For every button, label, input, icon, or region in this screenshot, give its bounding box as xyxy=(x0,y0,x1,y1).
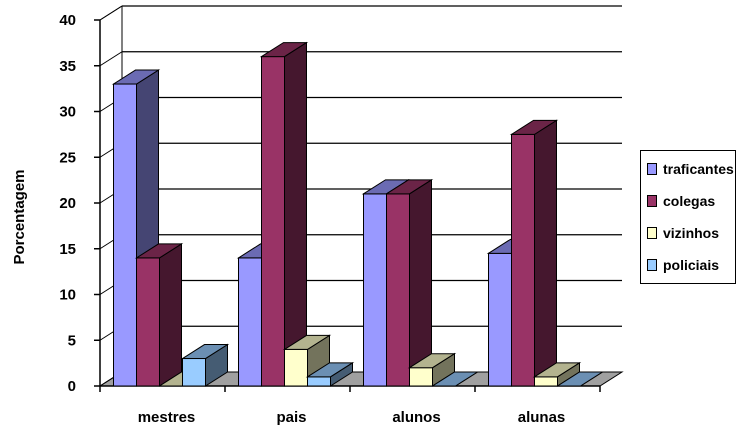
bar-top-policiais xyxy=(430,371,480,387)
legend-label: policiais xyxy=(663,257,720,273)
bar-top-colegas xyxy=(259,42,309,58)
category-label: pais xyxy=(276,409,306,426)
bar-front-colegas xyxy=(136,257,160,387)
y-tick-label: 20 xyxy=(59,195,76,212)
bar-top-policiais xyxy=(180,344,230,360)
legend-item: traficantes xyxy=(647,159,734,179)
legend-swatch xyxy=(647,259,657,271)
y-tick-label: 35 xyxy=(59,58,76,75)
bars-layer xyxy=(111,41,605,387)
bar-top-colegas xyxy=(134,243,184,259)
bar-side-colegas xyxy=(284,41,307,387)
bar-front-colegas xyxy=(261,56,285,387)
category-label: mestres xyxy=(138,409,196,426)
y-tick-label: 5 xyxy=(68,332,76,349)
bar-top-policiais xyxy=(555,371,605,387)
bar-side-colegas xyxy=(534,119,557,387)
bar-front-colegas xyxy=(511,133,535,387)
category-label: alunos xyxy=(392,409,440,426)
bar-front-vizinhos xyxy=(409,367,433,387)
category-label: alunas xyxy=(518,409,566,426)
legend-item: policiais xyxy=(647,255,719,275)
bar-front-traficantes xyxy=(363,193,387,387)
bar-front-vizinhos xyxy=(534,376,558,387)
labels-layer: 0 5 10 15 20 25 30 35 40 mestres pais alunos alunas xyxy=(59,12,565,426)
bar-front-vizinhos xyxy=(284,348,308,387)
bar-top-vizinhos xyxy=(282,334,332,350)
bar-side-colegas xyxy=(159,242,182,387)
legend-label: vizinhos xyxy=(663,225,720,241)
y-tick-depth xyxy=(99,51,123,67)
y-tick-label: 10 xyxy=(59,287,76,304)
bar-top-vizinhos xyxy=(407,353,457,369)
y-tick-label: 0 xyxy=(68,378,76,395)
y-tick-label: 25 xyxy=(59,149,76,166)
legend-swatch xyxy=(647,195,657,207)
bar-front-traficantes xyxy=(113,83,137,387)
y-tick-depth xyxy=(99,5,123,21)
y-axis-title: Porcentagem xyxy=(11,169,28,264)
bar-top-policiais xyxy=(305,362,355,378)
bar-front-traficantes xyxy=(488,252,512,387)
bar-front-colegas xyxy=(386,193,410,387)
bar-top-colegas xyxy=(509,119,559,135)
bar-front-policiais xyxy=(182,358,206,387)
bar-side-colegas xyxy=(409,178,432,387)
legend-swatch xyxy=(647,227,657,239)
legend: traficantes colegas vizinhos policiais xyxy=(640,150,736,284)
bar-top-traficantes xyxy=(111,69,161,85)
y-tick-label: 15 xyxy=(59,241,76,258)
y-tick-label: 40 xyxy=(59,12,76,29)
bar-top-vizinhos xyxy=(532,362,582,378)
legend-label: traficantes xyxy=(663,161,734,177)
bar-front-policiais xyxy=(307,376,331,387)
legend-label: colegas xyxy=(663,193,716,209)
bar-top-colegas xyxy=(384,179,434,195)
y-tick-label: 30 xyxy=(59,104,76,121)
legend-item: colegas xyxy=(647,191,715,211)
legend-swatch xyxy=(647,163,657,175)
legend-item: vizinhos xyxy=(647,223,719,243)
bar-front-traficantes xyxy=(238,257,262,387)
